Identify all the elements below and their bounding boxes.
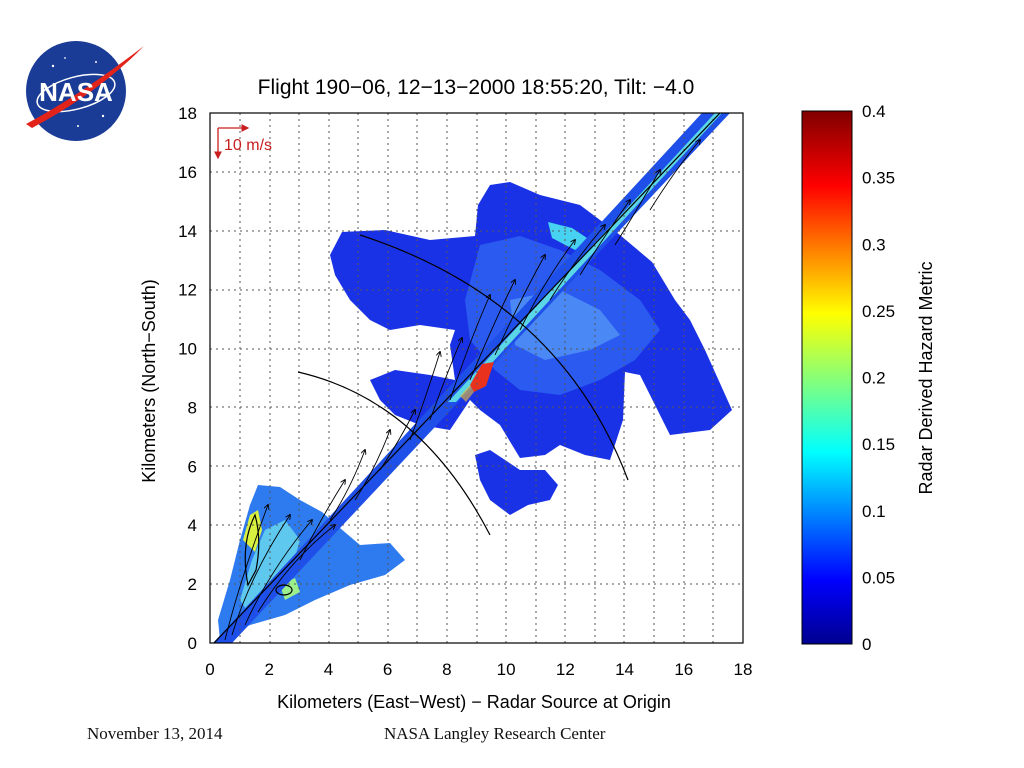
nasa-logo-vector xyxy=(26,46,144,128)
colorbar-tick-label: 0.25 xyxy=(862,302,895,321)
flight-path xyxy=(213,113,721,643)
y-tick-label: 18 xyxy=(178,104,197,123)
scan-near-yellow xyxy=(243,510,262,552)
y-tick-label: 16 xyxy=(178,163,197,182)
colorbar-label: Radar Derived Hazard Metric xyxy=(916,261,936,494)
radar-field xyxy=(213,113,732,643)
x-tick-label: 18 xyxy=(734,660,753,679)
colorbar-tick-labels: 0.4 0.35 0.3 0.25 0.2 0.15 0.1 0.05 0 xyxy=(862,102,895,654)
hazard-peak xyxy=(470,362,494,392)
colorbar xyxy=(801,110,853,645)
y-tick-label: 8 xyxy=(188,398,197,417)
scan-sector-east xyxy=(475,450,558,515)
grid xyxy=(210,113,743,643)
contour-near-small xyxy=(275,584,293,596)
colorbar-tick-label: 0.05 xyxy=(862,568,895,587)
x-tick-label: 6 xyxy=(383,660,392,679)
colorbar-tick-label: 0.4 xyxy=(862,102,886,121)
x-axis-label: Kilometers (East−West) − Radar Source at… xyxy=(277,692,671,712)
y-tick-label: 12 xyxy=(178,281,197,300)
scan-patch-cyan xyxy=(548,222,590,250)
x-tick-labels: 0 2 4 6 8 10 12 14 16 18 xyxy=(205,660,752,679)
y-tick-label: 0 xyxy=(188,634,197,653)
colorbar-tick-label: 0 xyxy=(862,635,871,654)
colorbar-tick-label: 0.35 xyxy=(862,169,895,188)
x-tick-label: 4 xyxy=(324,660,333,679)
range-arc-inner xyxy=(297,371,491,536)
footer-date: November 13, 2014 xyxy=(87,724,223,743)
range-arc-outer xyxy=(359,234,629,481)
x-tick-label: 8 xyxy=(442,660,451,679)
scale-annotation-label: 10 m/s xyxy=(224,137,272,154)
nasa-logo: NASA xyxy=(26,41,144,141)
y-tick-label: 2 xyxy=(188,575,197,594)
y-tick-labels: 0 2 4 6 8 10 12 14 16 18 xyxy=(178,104,197,653)
colorbar-tick-label: 0.3 xyxy=(862,235,886,254)
x-tick-label: 16 xyxy=(674,660,693,679)
contour-near xyxy=(244,513,260,587)
y-axis-label: Kilometers (North−South) xyxy=(139,279,159,483)
footer-center-name: NASA Langley Research Center xyxy=(384,724,606,743)
nasa-logo-text: NASA xyxy=(39,77,113,107)
overlay-lines xyxy=(213,113,721,643)
chart-title: Flight 190−06, 12−13−2000 18:55:20, Tilt… xyxy=(258,76,695,99)
x-tick-label: 10 xyxy=(497,660,516,679)
wind-vectors xyxy=(224,140,700,641)
scale-annotation: 10 m/s xyxy=(214,124,272,160)
x-tick-label: 12 xyxy=(556,660,575,679)
colorbar-tick-label: 0.15 xyxy=(862,435,895,454)
y-tick-label: 4 xyxy=(188,516,197,535)
x-tick-label: 0 xyxy=(205,660,214,679)
x-tick-label: 2 xyxy=(264,660,273,679)
hazard-peak-halo xyxy=(460,385,474,402)
y-tick-label: 6 xyxy=(188,457,197,476)
colorbar-tick-label: 0.1 xyxy=(862,502,886,521)
axes-frame xyxy=(209,112,744,644)
scan-near-light xyxy=(240,520,300,615)
x-tick-label: 14 xyxy=(615,660,634,679)
colorbar-tick-label: 0.2 xyxy=(862,369,886,388)
y-tick-label: 14 xyxy=(178,222,197,241)
y-tick-label: 10 xyxy=(178,340,197,359)
nasa-logo-orbit xyxy=(36,73,116,113)
